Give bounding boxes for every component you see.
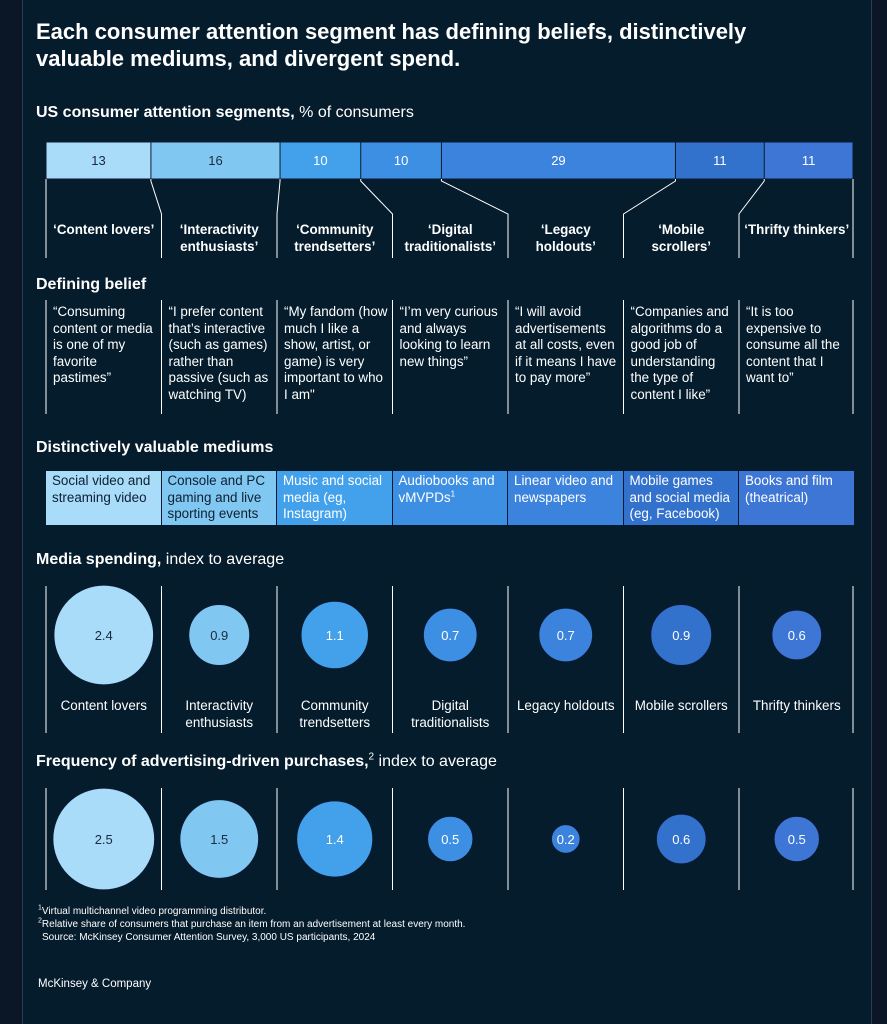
- segment-chart: 13 16 10 10 29 11 11 2.4 0.9 1.1 0.7 0.7 0.9 0.6 2.5 1.…: [45, 141, 854, 891]
- medium-box: Music and social media (eg, Instagram): [277, 471, 393, 525]
- segments-section-title: US consumer attention segments, % of con…: [36, 104, 414, 121]
- purchases-section-title: Frequency of advertising-driven purchase…: [36, 751, 497, 770]
- segment-bar-value: 16: [208, 153, 222, 168]
- belief-text: “I will avoid advertisements at all cost…: [515, 304, 617, 385]
- bubble-value: 0.6: [672, 832, 690, 847]
- connector-line: [276, 179, 281, 258]
- bubble-category-label: Thrifty thinkers: [752, 698, 841, 713]
- segment-bar: [675, 142, 765, 179]
- bubble: [650, 603, 713, 667]
- medium-text: Mobile games and social media (eg, Faceb…: [629, 473, 731, 521]
- segment-bar-value: 10: [313, 153, 327, 168]
- medium-text: Console and PC gaming and live sporting …: [167, 473, 266, 521]
- belief-text: “My fandom (how much I like a show, arti…: [284, 304, 388, 402]
- segment-bar-value: 13: [91, 153, 105, 168]
- belief-text: “It is too expensive to consume all the …: [746, 304, 840, 385]
- belief-text: “Companies and algorithms do a good job …: [630, 304, 729, 402]
- medium-box: Mobile games and social media (eg, Faceb…: [623, 471, 739, 525]
- bubble-value: 0.9: [672, 628, 690, 643]
- bubble-value: 0.7: [441, 628, 459, 643]
- segment-name: ‘Interactivity enthusiasts’: [179, 222, 259, 254]
- mediums-section-title: Distinctively valuable mediums: [36, 439, 274, 456]
- bubble-value: 0.7: [557, 628, 575, 643]
- bubble-value: 1.4: [326, 832, 344, 847]
- bubble-value: 1.5: [210, 832, 228, 847]
- bubble: [655, 813, 707, 865]
- segment-name: ‘Digital traditionalists’: [404, 222, 497, 254]
- bubble: [538, 607, 594, 663]
- bubble-value: 1.1: [326, 628, 344, 643]
- segment-bar: [46, 142, 151, 179]
- bubble-value: 0.2: [557, 832, 575, 847]
- bubble-category-label: Interactivity enthusiasts: [185, 698, 254, 730]
- bubble-value: 0.9: [210, 628, 228, 643]
- spending-section-title: Media spending, index to average: [36, 551, 285, 568]
- bubble: [295, 800, 374, 878]
- medium-box: Books and film (theatrical): [739, 471, 855, 525]
- bubble: [422, 607, 478, 663]
- belief-section-title: Defining belief: [36, 276, 147, 293]
- segment-name: ‘Legacy holdouts’: [535, 222, 596, 254]
- bubble-category-label: Community trendsetters: [299, 698, 371, 730]
- bubble-value: 0.5: [788, 832, 806, 847]
- segment-bar-value: 29: [551, 153, 565, 168]
- connector-line: [440, 179, 509, 258]
- connector-line: [150, 179, 162, 258]
- segment-bar-value: 10: [394, 153, 408, 168]
- bubble: [300, 600, 370, 670]
- medium-footnote-ref: 1: [450, 489, 456, 499]
- medium-text: Books and film (theatrical): [745, 473, 833, 505]
- medium-box: Audiobooks and vMVPDs1: [392, 471, 508, 525]
- belief-text: “I prefer content that’s interactive (su…: [168, 304, 269, 402]
- belief-text: “I’m very curious and always looking to …: [399, 304, 498, 369]
- bubble: [188, 603, 251, 667]
- connector-line: [360, 179, 393, 258]
- bubble-category-label: Digital traditionalists: [411, 698, 490, 730]
- segment-bar-value: 11: [802, 153, 816, 168]
- bubble: [52, 787, 156, 891]
- source-note: Source: McKinsey Consumer Attention Surv…: [42, 932, 376, 943]
- connector-line: [623, 179, 676, 258]
- medium-box: Linear video and newspapers: [508, 471, 624, 525]
- footnote-1: 1Virtual multichannel video programming …: [38, 904, 267, 917]
- medium-text: Music and social media (eg, Instagram): [283, 473, 382, 521]
- segment-bar: [150, 142, 281, 179]
- medium-text: Social video and streaming video: [52, 473, 151, 505]
- bubble-category-label: Content lovers: [60, 698, 147, 713]
- connector-line: [738, 179, 765, 258]
- bubble-category-label: Mobile scrollers: [634, 698, 728, 713]
- bubble-value: 0.5: [441, 832, 459, 847]
- segment-name: ‘Community trendsetters’: [294, 222, 376, 254]
- bubble-value: 0.6: [788, 628, 806, 643]
- segment-bar: [360, 142, 442, 179]
- brand-logo-text: McKinsey & Company: [38, 978, 152, 990]
- bubble: [550, 823, 581, 855]
- bubble-value: 2.5: [95, 832, 113, 847]
- medium-text: Audiobooks and vMVPDs: [398, 473, 495, 505]
- bubble: [773, 815, 821, 863]
- segment-name: ‘Content lovers’: [53, 222, 155, 237]
- segment-name: ‘Thrifty thinkers’: [744, 222, 850, 237]
- bubble-value: 2.4: [95, 628, 113, 643]
- medium-box: Console and PC gaming and live sporting …: [161, 471, 277, 525]
- page-title: Each consumer attention segment has defi…: [36, 19, 747, 71]
- bubble: [426, 815, 474, 863]
- segment-name: ‘Mobile scrollers’: [651, 222, 712, 254]
- bubble: [179, 798, 260, 880]
- medium-box: Social video and streaming video: [46, 471, 162, 525]
- bubble: [771, 609, 823, 661]
- segment-bar: [441, 142, 676, 179]
- footnote-2: 2Relative share of consumers that purcha…: [38, 917, 466, 930]
- bubble: [53, 584, 155, 686]
- medium-text: Linear video and newspapers: [514, 473, 614, 505]
- segment-bar: [280, 142, 361, 179]
- segment-bar: [764, 142, 853, 179]
- segment-bar-value: 11: [713, 153, 727, 168]
- segment-bar-outline: [45, 141, 854, 180]
- bubble-category-label: Legacy holdouts: [516, 698, 615, 713]
- belief-text: “Consuming content or media is one of my…: [53, 304, 153, 385]
